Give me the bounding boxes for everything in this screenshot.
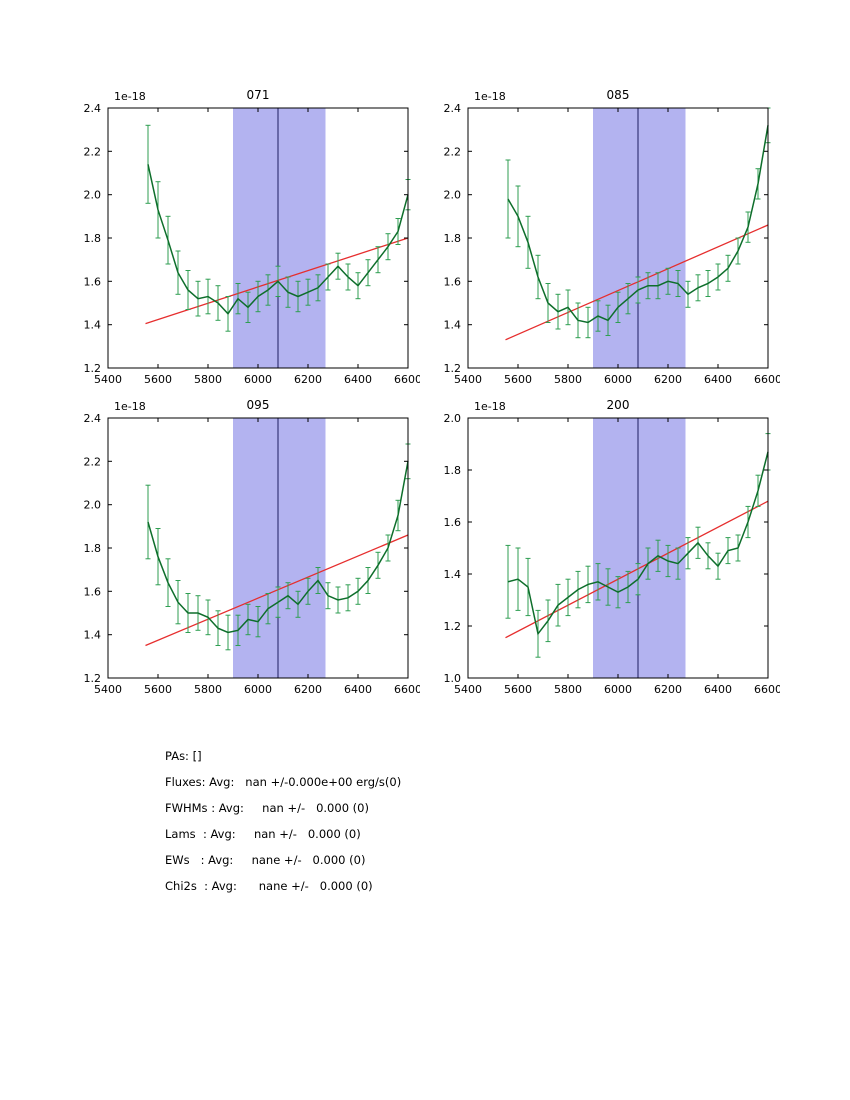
fit-line [145, 534, 409, 647]
x-tick-label: 5400 [454, 683, 482, 696]
x-tick-label: 6600 [394, 373, 420, 386]
y-tick-label: 1.2 [84, 672, 102, 685]
y-tick-label: 1.6 [444, 516, 462, 529]
y-tick-label: 1.8 [444, 464, 462, 477]
y-tick-label: 1.6 [84, 585, 102, 598]
x-tick-label: 6600 [394, 683, 420, 696]
y-tick-label: 2.4 [444, 102, 462, 115]
y-tick-label: 2.2 [84, 455, 102, 468]
x-tick-label: 5600 [144, 373, 172, 386]
x-tick-label: 6400 [344, 683, 372, 696]
y-tick-label: 1.8 [84, 542, 102, 555]
y-tick-label: 1.2 [84, 362, 102, 375]
y-tick-label: 1.4 [444, 568, 462, 581]
stats-line-fwhms: FWHMs : Avg: nan +/- 0.000 (0) [165, 801, 369, 815]
x-tick-label: 6000 [604, 683, 632, 696]
x-tick-label: 5800 [554, 683, 582, 696]
y-tick-label: 2.0 [444, 189, 462, 202]
y-tick-label: 1.4 [84, 629, 102, 642]
stats-block: PAs: [] Fluxes: Avg: nan +/-0.000e+00 er… [165, 743, 401, 899]
y-tick-label: 2.4 [84, 102, 102, 115]
x-tick-label: 5400 [94, 373, 122, 386]
x-tick-label: 6400 [704, 683, 732, 696]
x-tick-label: 6200 [294, 683, 322, 696]
x-tick-label: 5600 [144, 683, 172, 696]
y-tick-label: 2.2 [84, 145, 102, 158]
x-tick-label: 5600 [504, 683, 532, 696]
chart-title: 071 [247, 88, 270, 102]
y-tick-label: 2.0 [444, 412, 462, 425]
x-tick-label: 6600 [754, 373, 780, 386]
x-tick-label: 5800 [554, 373, 582, 386]
shaded-band [233, 418, 326, 678]
stats-line-chi2s: Chi2s : Avg: nane +/- 0.000 (0) [165, 879, 373, 893]
shaded-band [593, 108, 686, 368]
y-tick-label: 1.8 [444, 232, 462, 245]
chart-svg: 5400 5600 5800 6000 6200 6400 6600 1.2 1.4 1.6 1.8… [84, 88, 423, 386]
y-tick-label: 1.2 [444, 620, 462, 633]
chart-title: 085 [607, 88, 630, 102]
x-tick-label: 6000 [604, 373, 632, 386]
chart-svg: 5400 5600 5800 6000 6200 6400 6600 1.2 1.4 1.6 1.8… [84, 398, 423, 696]
chart-title: 095 [247, 398, 270, 412]
fit-line [505, 500, 769, 639]
stats-line-fluxes: Fluxes: Avg: nan +/-0.000e+00 erg/s(0) [165, 775, 402, 789]
x-tick-label: 6400 [344, 373, 372, 386]
x-tick-label: 6600 [754, 683, 780, 696]
x-tick-label: 5400 [94, 683, 122, 696]
y-tick-label: 1.8 [84, 232, 102, 245]
y-tick-label: 1.2 [444, 362, 462, 375]
x-tick-label: 5800 [194, 683, 222, 696]
y-tick-label: 1.4 [84, 319, 102, 332]
x-tick-label: 6000 [244, 373, 272, 386]
chart-svg: 5400 5600 5800 6000 6200 6400 6600 1.0 1.2 1.4 1.6… [444, 398, 783, 696]
y-tick-label: 1.4 [444, 319, 462, 332]
y-tick-label: 2.0 [84, 499, 102, 512]
chart-title: 200 [607, 398, 630, 412]
y-tick-label: 2.0 [84, 189, 102, 202]
data-line [147, 461, 409, 634]
x-tick-label: 5800 [194, 373, 222, 386]
stats-line-lams: Lams : Avg: nan +/- 0.000 (0) [165, 827, 361, 841]
data-line [507, 125, 769, 324]
subplot-071: 5400 5600 5800 6000 6200 6400 6600 1.2 1.4 1.6 1.8… [40, 85, 423, 395]
x-tick-label: 6200 [654, 683, 682, 696]
y-tick-label: 2.4 [84, 412, 102, 425]
chart-svg: 5400 5600 5800 6000 6200 6400 6600 1.2 1.4 1.6 1.8… [444, 88, 783, 386]
x-tick-label: 5600 [504, 373, 532, 386]
x-tick-label: 5400 [454, 373, 482, 386]
data-line [507, 451, 769, 636]
subplot-095: 5400 5600 5800 6000 6200 6400 6600 1.2 1.4 1.6 1.8… [40, 395, 423, 705]
subplot-085: 5400 5600 5800 6000 6200 6400 6600 1.2 1.4 1.6 1.8… [400, 85, 783, 395]
x-tick-label: 6400 [704, 373, 732, 386]
shaded-band [593, 418, 686, 678]
y-tick-label: 1.6 [84, 275, 102, 288]
y-offset-label: 1e-18 [474, 90, 506, 103]
data-line [147, 164, 409, 316]
y-tick-label: 1.0 [444, 672, 462, 685]
x-tick-label: 6000 [244, 683, 272, 696]
x-tick-label: 6200 [294, 373, 322, 386]
subplot-200: 5400 5600 5800 6000 6200 6400 6600 1.0 1.2 1.4 1.6… [400, 395, 783, 705]
x-tick-label: 6200 [654, 373, 682, 386]
y-offset-label: 1e-18 [474, 400, 506, 413]
y-offset-label: 1e-18 [114, 400, 146, 413]
y-tick-label: 2.2 [444, 145, 462, 158]
stats-line-ews: EWs : Avg: nane +/- 0.000 (0) [165, 853, 366, 867]
y-tick-label: 1.6 [444, 275, 462, 288]
y-offset-label: 1e-18 [114, 90, 146, 103]
fit-line [505, 224, 769, 341]
shaded-band [233, 108, 326, 368]
stats-line-pas: PAs: [] [165, 749, 202, 763]
